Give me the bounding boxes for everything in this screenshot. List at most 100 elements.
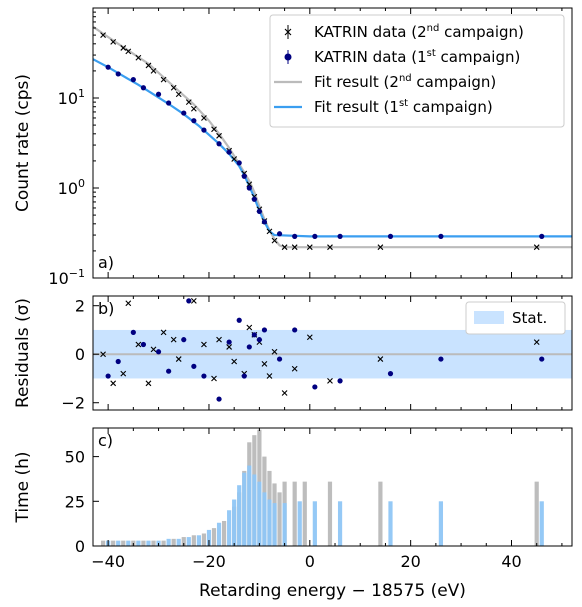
panel-frame-1 bbox=[92, 7, 573, 279]
time-bar bbox=[297, 501, 302, 546]
residual-point-x bbox=[533, 339, 540, 345]
data-point-x bbox=[125, 48, 132, 55]
residual-point-x bbox=[110, 380, 117, 387]
legend-marker-dot bbox=[284, 53, 292, 61]
time-bar bbox=[146, 540, 151, 546]
residual-point-x bbox=[327, 378, 333, 384]
data-point-dot bbox=[140, 85, 147, 91]
data-point-x bbox=[201, 115, 207, 121]
residual-point-dot bbox=[115, 358, 121, 365]
time-bar bbox=[186, 537, 191, 546]
time-bar bbox=[378, 481, 383, 546]
residual-point-x bbox=[190, 297, 197, 304]
data-point-x bbox=[533, 244, 540, 251]
residual-point-x bbox=[266, 373, 273, 379]
residual-point-x bbox=[135, 341, 142, 348]
time-bar bbox=[327, 481, 333, 546]
data-point-x bbox=[110, 39, 117, 45]
time-bar bbox=[181, 537, 186, 546]
residual-point-x bbox=[306, 334, 313, 341]
fit-line-1 bbox=[92, 25, 572, 249]
y-tick-label: −2 bbox=[61, 394, 85, 413]
data-point-dot bbox=[181, 110, 187, 116]
panel-frame-2 bbox=[92, 295, 573, 411]
data-point-x bbox=[327, 244, 333, 251]
legend-label: Fit result (2nd campaign) bbox=[314, 73, 496, 91]
residual-point-dot bbox=[140, 341, 147, 348]
panel-frame-3 bbox=[92, 427, 573, 547]
residual-point-dot bbox=[387, 371, 394, 377]
data-point-dot bbox=[337, 233, 343, 239]
data-point-x bbox=[170, 84, 177, 91]
legend-label-stat: Stat. bbox=[512, 309, 547, 327]
data-point-dot bbox=[292, 233, 298, 239]
residual-point-x bbox=[271, 348, 278, 355]
y-tick-label: 0 bbox=[75, 345, 85, 364]
residual-point-dot bbox=[186, 298, 192, 304]
residual-point-dot bbox=[201, 373, 207, 379]
data-point-dot bbox=[166, 100, 172, 106]
data-point-x bbox=[175, 91, 182, 98]
y-axis-label-c: Time (h) bbox=[13, 451, 33, 523]
time-bar bbox=[116, 540, 121, 546]
data-point-x bbox=[190, 105, 197, 112]
residual-point-dot bbox=[261, 327, 268, 333]
time-bar bbox=[166, 538, 171, 546]
data-point-x bbox=[211, 126, 217, 133]
residual-point-dot bbox=[256, 337, 262, 343]
time-bar bbox=[282, 503, 287, 546]
time-bar bbox=[196, 535, 201, 546]
data-point-dot bbox=[105, 64, 111, 70]
time-bar bbox=[277, 492, 282, 546]
time-bar bbox=[126, 540, 131, 546]
legend-box-stat bbox=[465, 301, 566, 335]
residual-point-dot bbox=[155, 349, 162, 355]
time-bar bbox=[176, 538, 181, 546]
residual-point-x bbox=[150, 346, 157, 353]
legend-box bbox=[269, 14, 565, 128]
residual-point-dot bbox=[312, 384, 318, 390]
y-tick-label: 10−1 bbox=[48, 267, 85, 288]
residual-point-x bbox=[211, 375, 217, 382]
data-point-dot bbox=[246, 185, 252, 191]
y-tick-label: 2 bbox=[75, 297, 85, 316]
residual-point-dot bbox=[539, 356, 545, 362]
data-point-dot bbox=[236, 160, 242, 166]
residual-point-dot bbox=[181, 337, 187, 343]
data-point-x bbox=[145, 62, 152, 69]
data-point-dot bbox=[251, 196, 257, 202]
time-bar bbox=[272, 503, 277, 546]
legend-marker-x bbox=[284, 28, 292, 36]
time-bar bbox=[312, 501, 317, 546]
residual-point-x bbox=[145, 380, 152, 387]
residual-point-dot bbox=[337, 378, 343, 384]
residual-point-x bbox=[125, 300, 132, 307]
time-bar bbox=[206, 529, 212, 546]
time-bar bbox=[534, 481, 539, 546]
x-tick-label: 0 bbox=[305, 552, 315, 571]
data-point-x bbox=[120, 45, 127, 51]
data-point-x bbox=[266, 228, 273, 235]
data-point-dot bbox=[216, 141, 222, 147]
x-tick-label: 20 bbox=[400, 552, 420, 571]
y-axis-label-a: Count rate (cps) bbox=[13, 74, 33, 212]
time-bar bbox=[136, 540, 141, 546]
residual-point-x bbox=[100, 351, 106, 358]
time-bar bbox=[111, 540, 116, 546]
time-bar bbox=[151, 540, 156, 546]
time-bar bbox=[191, 535, 196, 546]
data-point-dot bbox=[241, 173, 247, 179]
residual-point-x bbox=[261, 361, 268, 367]
y-tick-label: 0 bbox=[75, 537, 85, 556]
x-tick-label: 40 bbox=[501, 552, 521, 571]
data-point-x bbox=[306, 244, 313, 251]
time-bar bbox=[171, 538, 176, 546]
time-bar bbox=[242, 472, 247, 546]
residual-point-x bbox=[170, 336, 177, 343]
data-point-dot bbox=[256, 208, 262, 214]
residual-point-dot bbox=[216, 396, 222, 402]
time-bar bbox=[337, 501, 343, 546]
legend-swatch-stat bbox=[474, 311, 504, 324]
time-bar bbox=[141, 540, 146, 546]
time-bar bbox=[292, 481, 297, 546]
